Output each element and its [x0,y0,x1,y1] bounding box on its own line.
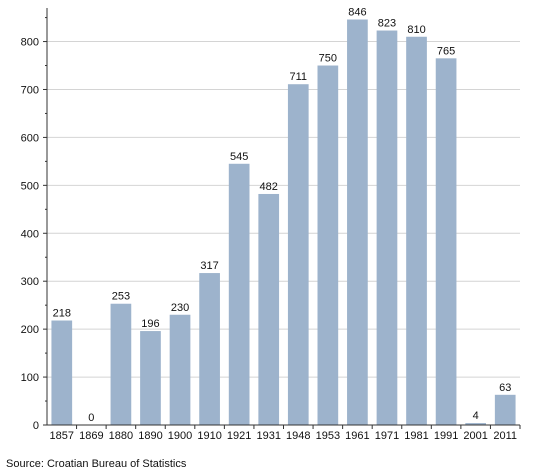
x-tick-label: 1961 [345,430,369,442]
data-label-2001: 4 [473,410,479,422]
bar-1971 [376,30,398,425]
data-label-1961: 846 [348,7,366,19]
bar-1953 [317,65,339,425]
bar-1948 [287,84,309,426]
data-label-1991: 765 [437,45,455,57]
bar-1880 [110,303,132,425]
data-label-1921: 545 [230,151,248,163]
x-tick-label: 1890 [138,430,162,442]
x-tick-label: 2001 [463,430,487,442]
data-label-1931: 482 [260,181,278,193]
source-note: Source: Croatian Bureau of Statistics [6,458,187,470]
bar-2011 [494,394,516,425]
axes: 0 100 200 300 400 500 600 700 800 1857 1869 1880 189… [21,8,521,442]
x-tick-label: 1931 [256,430,280,442]
bar-1910 [199,273,220,425]
bar-1921 [228,163,250,425]
x-tick-label: 1869 [79,430,103,442]
bar-1961 [347,19,368,425]
bars [51,19,516,426]
bar-1981 [406,36,427,426]
x-tick-label: 1971 [375,430,399,442]
x-tick-label: 1991 [434,430,458,442]
data-label-1981: 810 [407,24,425,36]
x-tick-label: 1880 [109,430,133,442]
data-label-1880: 253 [112,291,130,303]
x-tick-label: 1981 [404,430,428,442]
y-tick-label: 500 [21,180,39,192]
bar-2001 [465,423,487,425]
x-tick-label: 1910 [197,430,221,442]
y-tick-label: 400 [21,228,39,240]
y-tick-label: 200 [21,324,39,336]
y-tick-label: 0 [33,420,39,432]
data-label-1890: 196 [141,318,159,330]
x-tick-label: 1857 [50,430,74,442]
x-tick-label: 1948 [286,430,310,442]
bar-1900 [169,314,191,425]
data-label-1869: 0 [88,412,94,424]
data-label-1948: 711 [290,71,308,83]
y-tick-label: 300 [21,276,39,288]
data-label-1971: 823 [378,18,396,30]
data-label-2011: 63 [499,382,511,394]
y-tick-label: 700 [21,84,39,96]
bar-1931 [258,193,280,425]
bar-1857 [51,320,73,425]
bar-1890 [140,331,161,425]
data-label-1910: 317 [200,260,218,272]
data-label-1857: 218 [53,308,71,320]
x-tick-label: 1921 [227,430,251,442]
data-labels: 218 0 253 196 230 317 545 482 711 750 846 823 810 765… [53,7,512,424]
bar-1991 [435,58,457,426]
y-tick-label: 800 [21,37,39,49]
x-tick-label: 2011 [493,430,517,442]
x-tick-label: 1900 [168,430,192,442]
x-tick-label: 1953 [316,430,340,442]
y-tick-label: 100 [21,372,39,384]
data-label-1953: 750 [319,53,337,65]
y-tick-label: 600 [21,132,39,144]
data-label-1900: 230 [171,302,189,314]
